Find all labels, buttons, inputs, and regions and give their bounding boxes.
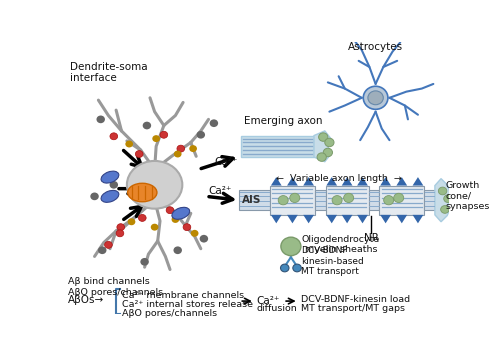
Text: diffusion: diffusion	[256, 304, 297, 313]
Ellipse shape	[160, 131, 168, 138]
Text: Ca²⁺: Ca²⁺	[208, 186, 232, 196]
Ellipse shape	[278, 196, 288, 205]
Bar	[240, 190, 270, 210]
Polygon shape	[342, 215, 352, 223]
Ellipse shape	[174, 246, 182, 254]
Ellipse shape	[110, 181, 118, 189]
Polygon shape	[271, 215, 281, 223]
Ellipse shape	[90, 192, 99, 200]
Ellipse shape	[142, 122, 151, 129]
Ellipse shape	[128, 183, 157, 202]
Bar	[315, 190, 326, 210]
Text: ←  Variable axon length  →: ← Variable axon length →	[276, 174, 402, 183]
Ellipse shape	[166, 207, 174, 214]
Ellipse shape	[200, 235, 208, 243]
Ellipse shape	[364, 86, 388, 109]
Text: Growth
cone/
synapses: Growth cone/ synapses	[446, 181, 490, 211]
Text: Aβ bind channels
AβO pores/channels: Aβ bind channels AβO pores/channels	[68, 277, 162, 297]
Polygon shape	[271, 177, 281, 186]
Ellipse shape	[104, 241, 112, 248]
Ellipse shape	[183, 224, 191, 231]
Text: Ca²⁺: Ca²⁺	[214, 157, 238, 167]
Text: MT transport/MT gaps: MT transport/MT gaps	[301, 304, 405, 313]
Bar	[424, 190, 435, 210]
Polygon shape	[435, 179, 450, 222]
Ellipse shape	[344, 193, 353, 203]
Ellipse shape	[96, 115, 105, 123]
Polygon shape	[314, 131, 331, 162]
Polygon shape	[396, 215, 407, 223]
Bar	[368, 190, 380, 210]
Text: AβO pores/channels: AβO pores/channels	[122, 309, 218, 318]
Bar	[270, 186, 315, 215]
Ellipse shape	[172, 207, 190, 219]
Ellipse shape	[126, 140, 133, 148]
Text: AβOs→: AβOs→	[68, 295, 104, 305]
Ellipse shape	[110, 133, 118, 140]
Ellipse shape	[293, 264, 302, 272]
Ellipse shape	[136, 150, 143, 157]
Polygon shape	[342, 177, 352, 186]
Ellipse shape	[177, 145, 184, 152]
Text: Ca²⁺ membrane channels: Ca²⁺ membrane channels	[122, 291, 244, 300]
Bar	[241, 136, 314, 157]
Bar	[326, 186, 368, 215]
Ellipse shape	[172, 216, 179, 223]
Polygon shape	[303, 215, 314, 223]
Ellipse shape	[117, 224, 124, 231]
Ellipse shape	[317, 153, 326, 161]
Ellipse shape	[191, 230, 198, 237]
Text: Ca²⁺: Ca²⁺	[256, 297, 280, 306]
Polygon shape	[380, 215, 391, 223]
Ellipse shape	[101, 190, 119, 202]
Polygon shape	[412, 215, 424, 223]
Ellipse shape	[368, 91, 384, 105]
Text: Oligodendrocyte
myelin sheaths: Oligodendrocyte myelin sheaths	[302, 235, 380, 254]
Text: DCV-BDNF-kinesin load: DCV-BDNF-kinesin load	[301, 295, 410, 304]
Ellipse shape	[140, 258, 149, 266]
Polygon shape	[357, 177, 368, 186]
Text: AIS: AIS	[242, 195, 262, 205]
Text: Astrocytes: Astrocytes	[348, 42, 403, 52]
Text: Emerging axon: Emerging axon	[244, 115, 322, 126]
Ellipse shape	[98, 246, 106, 254]
Ellipse shape	[116, 230, 124, 237]
Ellipse shape	[325, 138, 334, 147]
Ellipse shape	[440, 205, 449, 213]
Polygon shape	[287, 177, 298, 186]
Ellipse shape	[444, 195, 452, 203]
Polygon shape	[357, 215, 368, 223]
Ellipse shape	[174, 150, 182, 157]
Ellipse shape	[190, 145, 197, 152]
Ellipse shape	[127, 161, 182, 209]
Bar	[380, 186, 424, 215]
Ellipse shape	[196, 131, 205, 139]
Ellipse shape	[280, 264, 289, 272]
Ellipse shape	[152, 135, 160, 142]
Polygon shape	[396, 177, 407, 186]
Text: Ca²⁺ internal stores release: Ca²⁺ internal stores release	[122, 300, 254, 309]
Ellipse shape	[210, 119, 218, 127]
Text: Dendrite-soma
interface: Dendrite-soma interface	[70, 62, 148, 83]
Ellipse shape	[323, 148, 332, 157]
Polygon shape	[287, 215, 298, 223]
Polygon shape	[380, 177, 391, 186]
Polygon shape	[326, 177, 337, 186]
Ellipse shape	[384, 196, 394, 205]
Ellipse shape	[332, 196, 342, 205]
Polygon shape	[412, 177, 424, 186]
Polygon shape	[326, 215, 337, 223]
Ellipse shape	[318, 133, 328, 141]
Ellipse shape	[281, 237, 301, 256]
Text: NR: NR	[364, 233, 378, 243]
Text: DCV-BDNF
kinesin-based
MT transport: DCV-BDNF kinesin-based MT transport	[301, 246, 364, 276]
Ellipse shape	[290, 193, 300, 203]
Ellipse shape	[138, 215, 146, 221]
Ellipse shape	[394, 193, 404, 203]
Ellipse shape	[101, 171, 119, 183]
Ellipse shape	[128, 218, 136, 225]
Polygon shape	[303, 177, 314, 186]
Ellipse shape	[438, 187, 447, 195]
Ellipse shape	[151, 224, 158, 231]
